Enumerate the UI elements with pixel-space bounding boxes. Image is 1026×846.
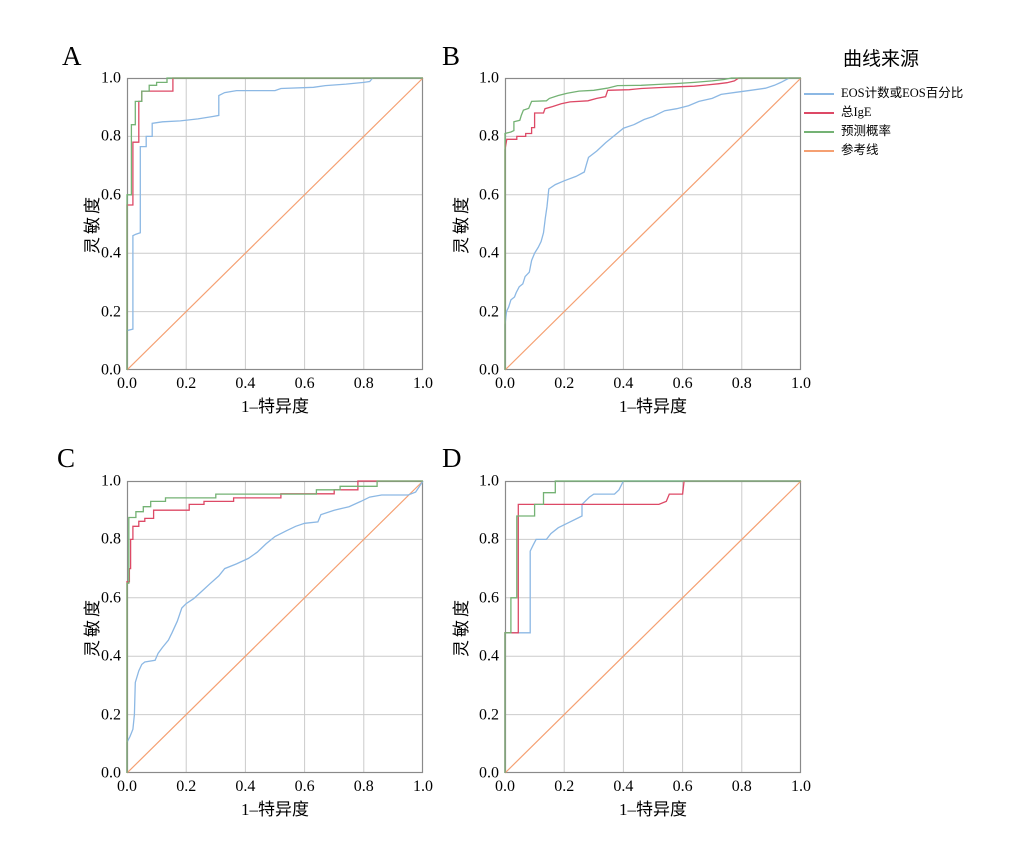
x-tick-label: 1.0: [791, 375, 811, 392]
x-tick-label: 1.0: [413, 375, 433, 392]
panel-a-label: A: [62, 41, 82, 71]
x-tick-label: 0.2: [176, 375, 197, 392]
panel-d-x-axis-label: 1–特异度: [619, 800, 687, 819]
y-tick-label: 1.0: [101, 472, 121, 490]
y-tick-label: 0.4: [101, 244, 121, 262]
y-tick-label: 0.8: [101, 127, 121, 145]
panel-a-chart: [126, 77, 424, 371]
x-tick-label: 0.2: [554, 778, 575, 795]
y-tick-label: 0.2: [479, 706, 499, 724]
ref-line-swatch: [804, 149, 834, 152]
x-tick-label: 0.0: [117, 375, 137, 392]
x-tick-label: 1.0: [413, 778, 433, 795]
y-tick-label: 1.0: [479, 69, 499, 87]
panel-a-y-axis-label: 灵敏度: [83, 194, 102, 254]
legend-label-ige: 总IgE: [841, 105, 872, 119]
y-tick-label: 0.2: [479, 303, 499, 321]
x-tick-label: 0.0: [495, 778, 515, 795]
panel-d-chart: [504, 480, 802, 774]
y-tick-label: 0.6: [479, 186, 499, 204]
y-tick-label: 0.6: [101, 589, 121, 607]
legend-label-eos: EOS计数或EOS百分比: [841, 86, 964, 100]
y-tick-label: 0.2: [101, 706, 121, 724]
panel-b-chart: [504, 77, 802, 371]
y-tick-label: 0.0: [101, 361, 121, 379]
panel-a-x-axis-label: 1–特异度: [241, 397, 309, 416]
y-tick-label: 1.0: [479, 472, 499, 490]
x-tick-label: 0.8: [731, 778, 752, 795]
x-tick-label: 0.8: [353, 375, 374, 392]
x-tick-label: 0.6: [294, 375, 315, 392]
x-tick-label: 0.4: [235, 778, 256, 795]
x-tick-label: 0.4: [235, 375, 256, 392]
x-tick-label: 0.6: [294, 778, 315, 795]
y-tick-label: 0.6: [479, 589, 499, 607]
legend-label-pred: 预测概率: [841, 124, 892, 138]
legend-row-eos: EOS计数或EOS百分比: [804, 84, 1024, 103]
legend-row-ige: 总IgE: [804, 103, 1024, 122]
x-tick-label: 0.2: [554, 375, 575, 392]
legend-title: 曲线来源: [843, 49, 920, 70]
x-tick-label: 0.6: [672, 778, 693, 795]
legend-row-ref: 参考线: [804, 141, 1024, 160]
y-tick-label: 0.4: [479, 244, 499, 262]
legend: 曲线来源 EOS计数或EOS百分比 总IgE 预测概率 参考线: [804, 48, 1024, 160]
x-tick-label: 1.0: [791, 778, 811, 795]
y-tick-label: 0.4: [479, 647, 499, 665]
y-tick-label: 0.8: [101, 530, 121, 548]
panel-b-label: B: [442, 41, 461, 71]
x-tick-label: 0.0: [495, 375, 515, 392]
y-tick-label: 1.0: [101, 69, 121, 87]
y-tick-label: 0.6: [101, 186, 121, 204]
x-tick-label: 0.2: [176, 778, 197, 795]
y-tick-label: 0.0: [479, 361, 499, 379]
panel-b-y-axis-label: 灵敏度: [452, 194, 471, 254]
panel-d-y-axis-label: 灵敏度: [452, 597, 471, 657]
eos-line-swatch: [804, 92, 834, 95]
x-tick-label: 0.0: [117, 778, 137, 795]
legend-label-ref: 参考线: [841, 143, 879, 157]
panel-c-y-axis-label: 灵敏度: [83, 597, 102, 657]
panel-c-chart: [126, 480, 424, 774]
pred-line-swatch: [804, 130, 834, 133]
legend-rows: EOS计数或EOS百分比 总IgE 预测概率 参考线: [804, 84, 1024, 160]
x-tick-label: 0.4: [613, 778, 634, 795]
y-tick-label: 0.8: [479, 530, 499, 548]
panel-d-label: D: [442, 443, 462, 473]
y-tick-label: 0.4: [101, 647, 121, 665]
x-tick-label: 0.8: [731, 375, 752, 392]
x-tick-label: 0.8: [353, 778, 374, 795]
y-tick-label: 0.0: [479, 764, 499, 782]
panel-b-x-axis-label: 1–特异度: [619, 397, 687, 416]
x-tick-label: 0.4: [613, 375, 634, 392]
legend-row-pred: 预测概率: [804, 122, 1024, 141]
y-tick-label: 0.0: [101, 764, 121, 782]
y-tick-label: 0.2: [101, 303, 121, 321]
ige-line-swatch: [804, 111, 834, 114]
panel-c-x-axis-label: 1–特异度: [241, 800, 309, 819]
panel-c-label: C: [57, 443, 76, 473]
x-tick-label: 0.6: [672, 375, 693, 392]
y-tick-label: 0.8: [479, 127, 499, 145]
